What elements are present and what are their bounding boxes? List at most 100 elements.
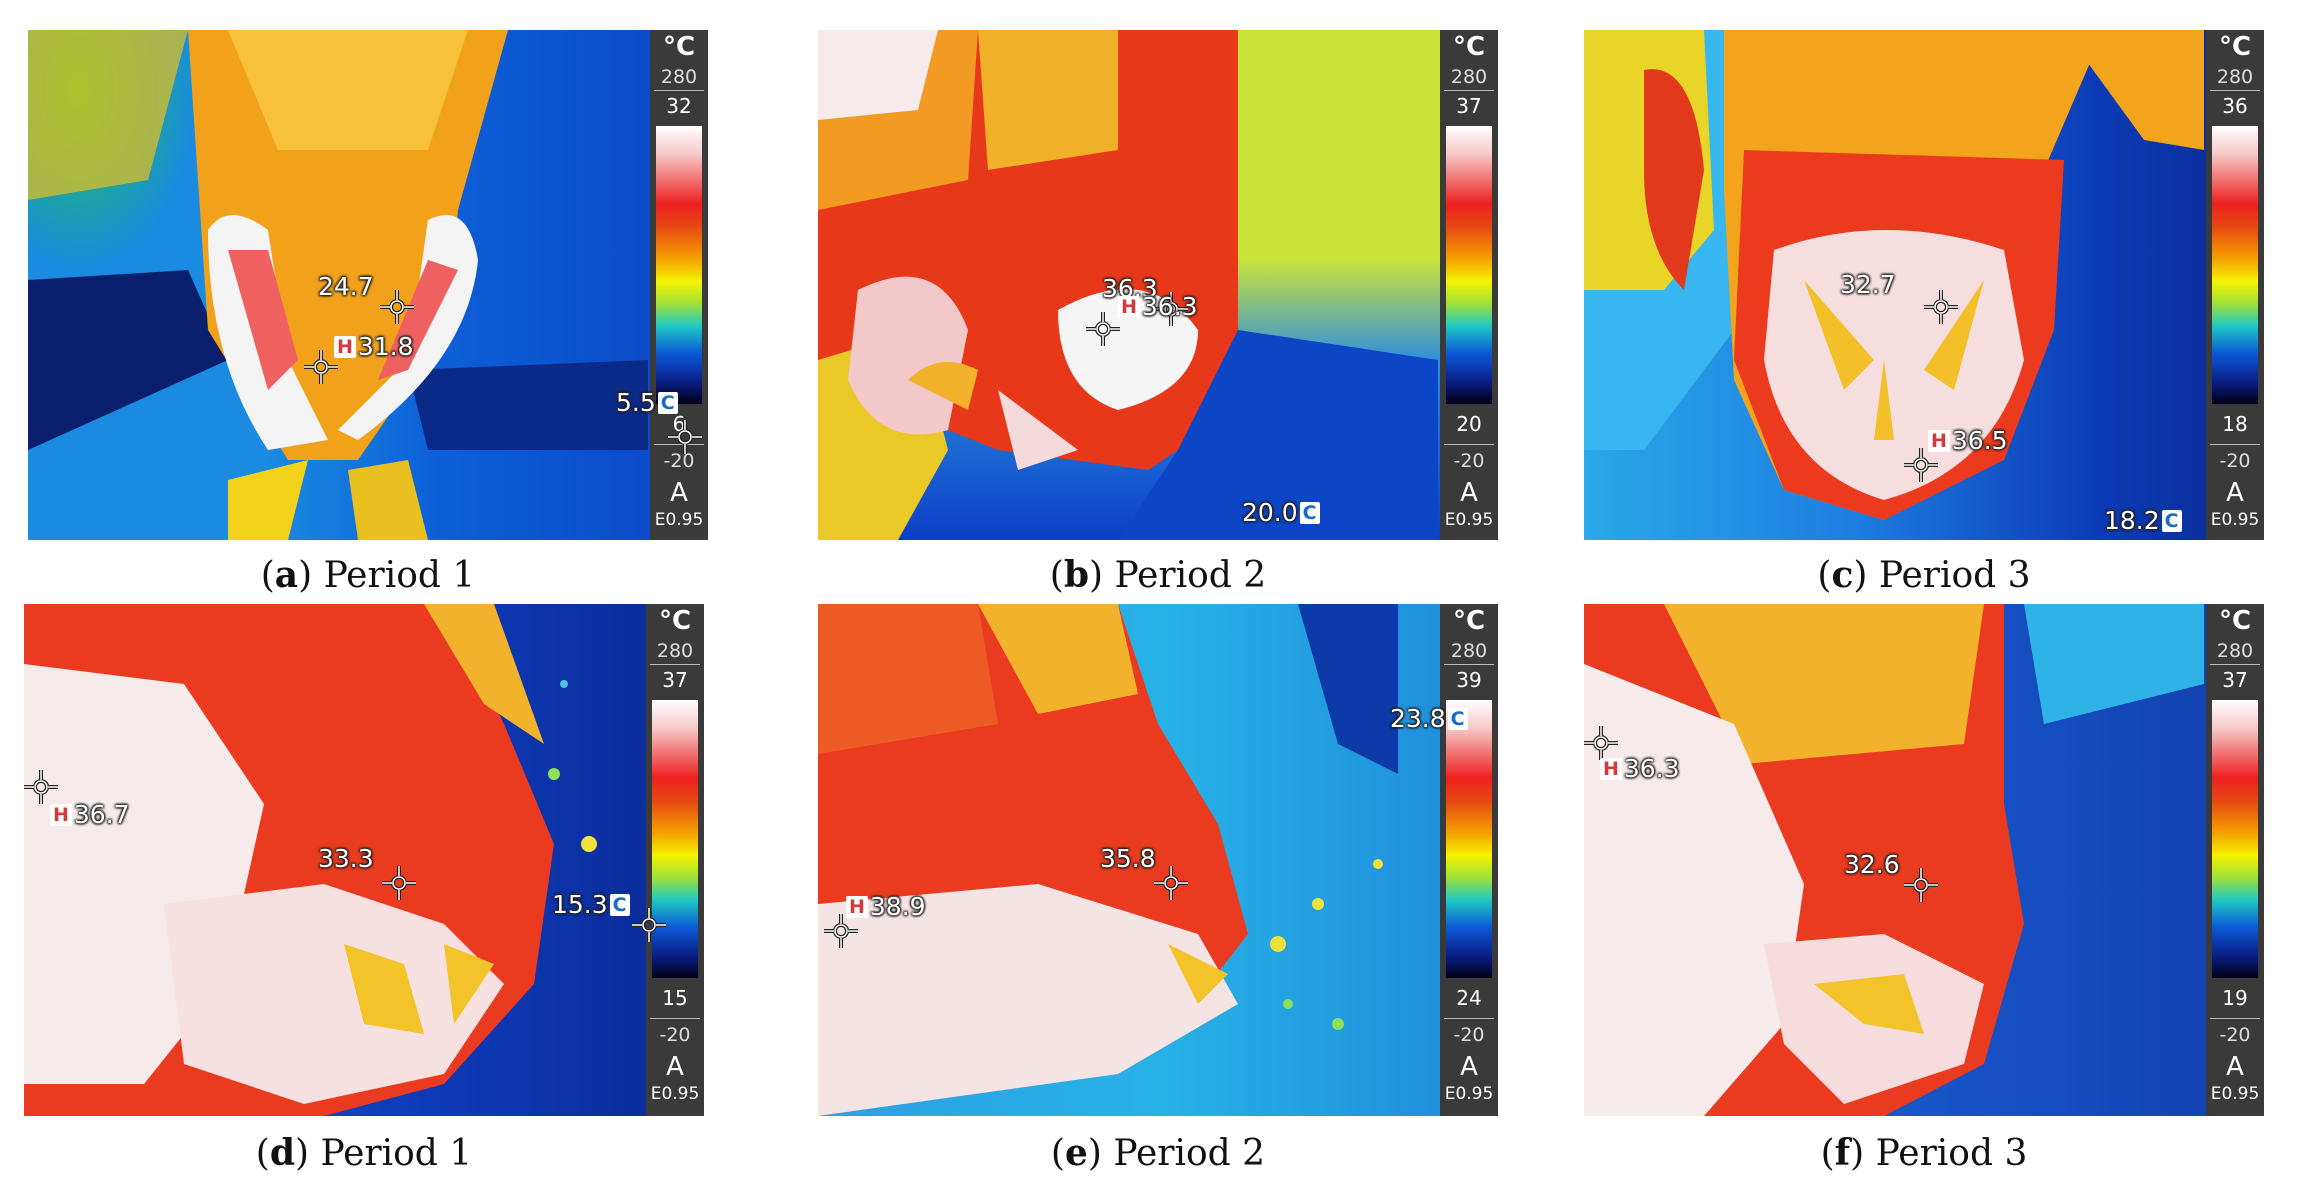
scale-max-range: 280: [2216, 640, 2254, 662]
scale-unit: °C: [1452, 32, 1486, 62]
scale-max-range: 280: [656, 640, 694, 662]
scale-emissivity: E0.95: [2210, 510, 2260, 530]
cold-tag: C: [1299, 501, 1320, 524]
readout-value: 31.8: [357, 332, 414, 361]
caption-text: Period 3: [1875, 1133, 2028, 1174]
readout-value: 15.3: [552, 890, 608, 919]
scale-mode: A: [2226, 1052, 2244, 1082]
scale-mode: A: [666, 1052, 684, 1082]
caption-a: (a) Period 1: [260, 554, 476, 596]
scale-color-bar: [652, 700, 698, 978]
crosshair-icon: [1924, 290, 1958, 324]
hot-tag: H: [334, 335, 356, 358]
scale-min-range: -20: [663, 450, 695, 472]
readout-hot: H 31.8: [334, 332, 414, 361]
readout-value: 20.0: [1242, 498, 1298, 527]
caption-letter: d: [269, 1132, 295, 1174]
readout-value: 36.7: [73, 800, 130, 829]
scale-min-range: -20: [1453, 1024, 1485, 1046]
scale-color-bar: [2212, 126, 2258, 404]
scale-bottom: 15: [662, 986, 688, 1010]
hot-tag: H: [1600, 757, 1622, 780]
caption-e: (e) Period 2: [1050, 1132, 1266, 1174]
readout-cold: 23.8 C: [1390, 704, 1468, 733]
crosshair-icon: [1086, 312, 1120, 346]
scale-max-range: 280: [660, 66, 698, 88]
caption-c: (c) Period 3: [1817, 554, 2031, 596]
crosshair-icon: [380, 290, 414, 324]
readout-spot: 35.8: [1100, 844, 1156, 873]
readout-value: 33.3: [318, 844, 374, 873]
readout-value: 38.9: [869, 892, 926, 921]
scale-top: 37: [1456, 94, 1482, 118]
cold-tag: C: [2161, 509, 2182, 532]
readout-value: 36.3: [1623, 754, 1680, 783]
scale-bottom: 24: [1456, 986, 1482, 1010]
scale-mode: A: [670, 478, 688, 508]
scale-top: 32: [666, 94, 692, 118]
scale-min-range: -20: [2219, 450, 2251, 472]
color-scale: °C 280 36 18 -20 A E0.95: [2206, 30, 2264, 540]
crosshair-icon: [304, 350, 338, 384]
caption-letter: b: [1063, 554, 1089, 596]
readout-value: 36.5: [1951, 426, 2008, 455]
scale-min-range: -20: [659, 1024, 691, 1046]
scale-bottom: 18: [2222, 412, 2248, 436]
readout-spot: 24.7: [318, 272, 374, 301]
thermal-image-c: °C 280 36 18 -20 A E0.95 32.7 H 36.5 18.…: [1584, 30, 2264, 540]
scale-bottom: 20: [1456, 412, 1482, 436]
cold-tag: C: [1447, 707, 1468, 730]
readout-value: 32.6: [1844, 850, 1900, 879]
caption-f: (f) Period 3: [1820, 1132, 2028, 1174]
scale-mode: A: [1460, 1052, 1478, 1082]
scale-min-range: -20: [1453, 450, 1485, 472]
readout-cold: 5.5 C: [616, 388, 678, 417]
cold-tag: C: [609, 893, 630, 916]
crosshair-icon: [1154, 866, 1188, 900]
caption-letter: c: [1831, 554, 1854, 596]
thermal-image-e: °C 280 39 24 -20 A E0.95 23.8 C 35.8 H 3…: [818, 604, 1498, 1116]
scale-unit: °C: [2218, 606, 2252, 636]
readout-hot: H 36.3: [1118, 292, 1198, 321]
hot-tag: H: [846, 895, 868, 918]
readout-value: 36.3: [1141, 292, 1198, 321]
caption-text: Period 3: [1878, 555, 2031, 596]
thermal-image-f: °C 280 37 19 -20 A E0.95 H 36.3 32.6: [1584, 604, 2264, 1116]
readout-cold: 18.2 C: [2104, 506, 2182, 535]
thermal-image-d: °C 280 37 15 -20 A E0.95 H 36.7 33.3 15.…: [24, 604, 704, 1116]
scale-color-bar: [656, 126, 702, 404]
crosshair-icon: [668, 420, 702, 454]
color-scale: °C 280 39 24 -20 A E0.95: [1440, 604, 1498, 1116]
cold-tag: C: [657, 391, 678, 414]
color-scale: °C 280 32 6 -20 A E0.95: [650, 30, 708, 540]
scale-color-bar: [1446, 126, 1492, 404]
caption-text: Period 2: [1114, 555, 1267, 596]
readout-spot: 32.6: [1844, 850, 1900, 879]
scale-emissivity: E0.95: [2210, 1084, 2260, 1104]
color-scale: °C 280 37 19 -20 A E0.95: [2206, 604, 2264, 1116]
caption-text: Period 1: [320, 1133, 473, 1174]
readout-value: 24.7: [318, 272, 374, 301]
readout-value: 32.7: [1840, 270, 1896, 299]
readout-hot: H 38.9: [846, 892, 926, 921]
hot-tag: H: [1118, 295, 1140, 318]
readout-value: 23.8: [1390, 704, 1446, 733]
scale-unit: °C: [658, 606, 692, 636]
scale-max-range: 280: [1450, 66, 1488, 88]
scale-min-range: -20: [2219, 1024, 2251, 1046]
readout-hot: H 36.7: [50, 800, 130, 829]
scale-mode: A: [2226, 478, 2244, 508]
color-scale: °C 280 37 20 -20 A E0.95: [1440, 30, 1498, 540]
readout-spot: 32.7: [1840, 270, 1896, 299]
color-scale: °C 280 37 15 -20 A E0.95: [646, 604, 704, 1116]
crosshair-icon: [632, 908, 666, 942]
caption-letter: f: [1834, 1132, 1851, 1174]
readout-hot: H 36.5: [1928, 426, 2008, 455]
readout-cold: 15.3 C: [552, 890, 630, 919]
caption-text: Period 1: [323, 555, 476, 596]
caption-letter: a: [274, 554, 299, 596]
readout-hot: H 36.3: [1600, 754, 1680, 783]
scale-emissivity: E0.95: [1444, 510, 1494, 530]
scale-color-bar: [1446, 700, 1492, 978]
readout-value: 5.5: [616, 388, 656, 417]
